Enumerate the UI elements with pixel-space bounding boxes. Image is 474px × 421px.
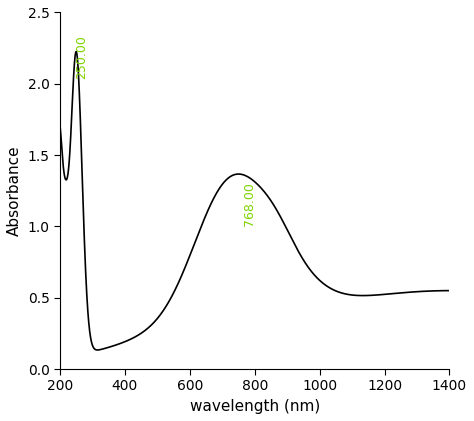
Text: 768.00: 768.00 — [243, 183, 255, 226]
X-axis label: wavelength (nm): wavelength (nm) — [190, 399, 320, 414]
Text: 250.00: 250.00 — [75, 36, 89, 80]
Y-axis label: Absorbance: Absorbance — [7, 145, 22, 236]
